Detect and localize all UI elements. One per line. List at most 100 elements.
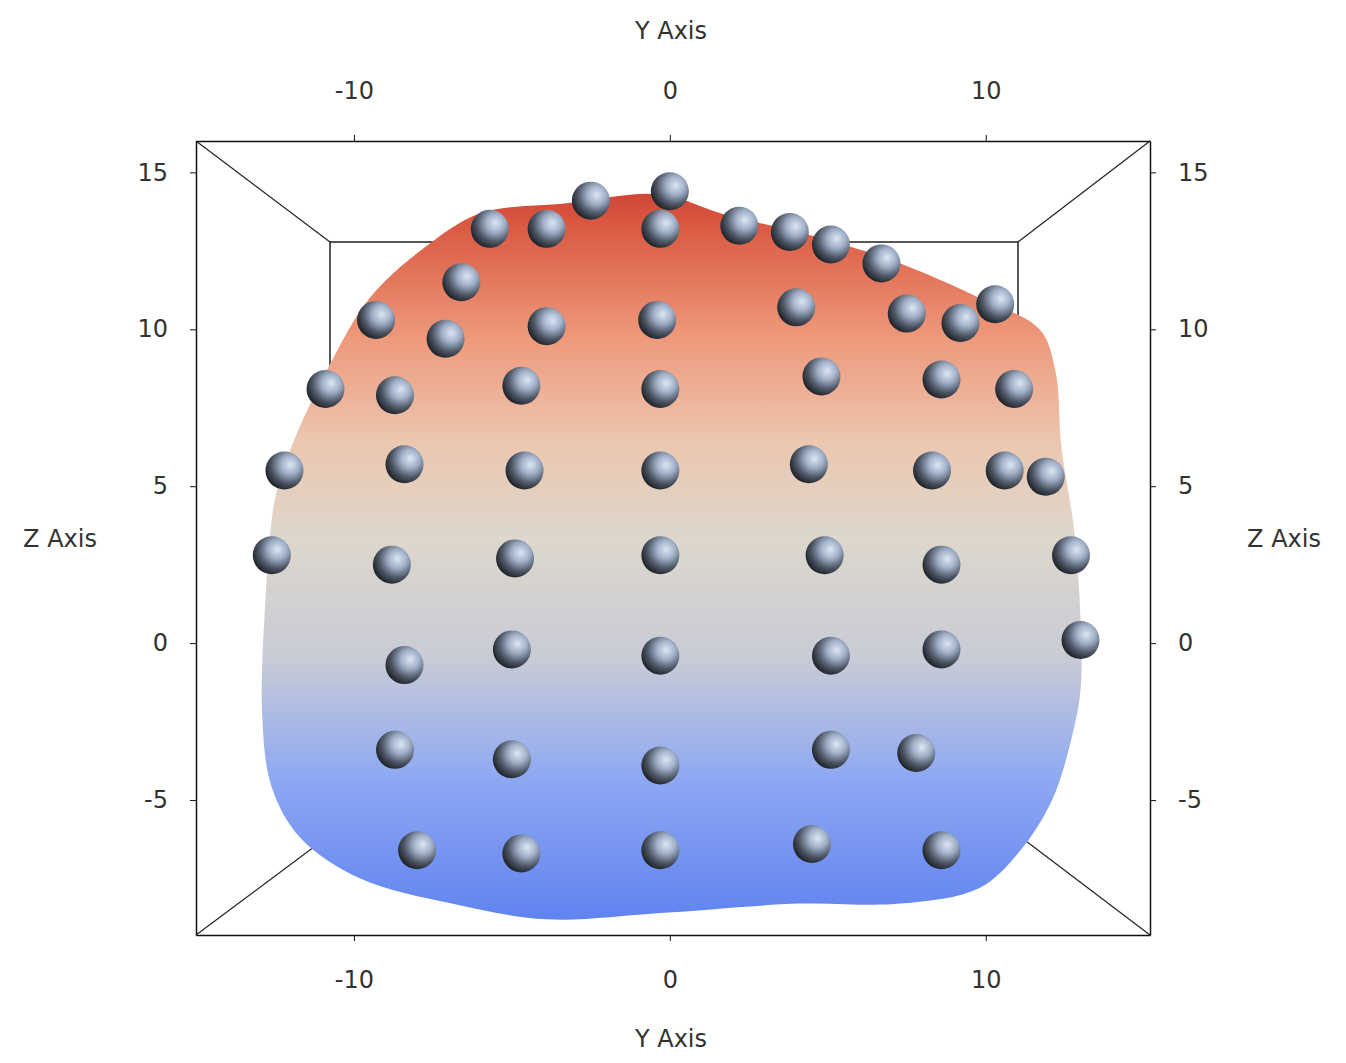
electrode	[641, 637, 679, 675]
electrode	[506, 452, 544, 490]
electrode	[641, 747, 679, 785]
tick-label: 15	[137, 159, 168, 187]
electrode	[373, 546, 411, 584]
electrode	[793, 825, 831, 863]
tick: -5	[144, 786, 196, 814]
tick-label: 0	[663, 966, 678, 994]
tick-label: -5	[1178, 786, 1202, 814]
electrode	[493, 630, 531, 668]
electrode	[923, 831, 961, 869]
electrode	[572, 182, 610, 220]
electrode	[641, 452, 679, 490]
electrode	[913, 452, 951, 490]
tick-mark	[1150, 800, 1156, 801]
tick: 0	[1150, 629, 1193, 657]
electrode	[986, 452, 1024, 490]
tick: 5	[1150, 472, 1193, 500]
box-edge	[196, 835, 330, 935]
tick-mark	[670, 935, 671, 941]
electrode	[398, 831, 436, 869]
electrode	[812, 731, 850, 769]
tick: -10	[335, 77, 374, 141]
electrode	[641, 370, 679, 408]
tick-label: 15	[1178, 159, 1209, 187]
electrode	[1052, 536, 1090, 574]
box-edge	[1018, 835, 1150, 935]
tick-mark	[1150, 329, 1156, 330]
tick-label: 5	[1178, 472, 1193, 500]
electrode	[307, 370, 345, 408]
y-axis-left: -5 0 5 10 15	[137, 142, 196, 936]
electrode	[502, 834, 540, 872]
electrode	[806, 536, 844, 574]
electrode	[862, 244, 900, 282]
tick: 0	[663, 935, 678, 994]
electrode	[771, 213, 809, 251]
electrode	[1027, 458, 1065, 496]
tick-label: -10	[335, 966, 374, 994]
electrode	[265, 452, 303, 490]
tick-mark	[1150, 486, 1156, 487]
electrode	[385, 445, 423, 483]
electrode	[812, 226, 850, 264]
tick: 0	[153, 629, 196, 657]
axis-line	[197, 141, 1151, 143]
axis-title: Y Axis	[634, 1025, 707, 1053]
tick-mark	[190, 800, 196, 801]
electrode	[790, 445, 828, 483]
tick-mark	[670, 135, 671, 141]
electrode	[471, 210, 509, 248]
electrode	[720, 207, 758, 245]
x-axis-bottom: -10 0 10	[197, 935, 1151, 994]
tick-label: 10	[137, 315, 168, 343]
electrode	[528, 307, 566, 345]
tick-mark	[1150, 172, 1156, 173]
box-edge	[1018, 141, 1150, 242]
tick: 5	[153, 472, 196, 500]
electrode	[641, 536, 679, 574]
electrode	[888, 295, 926, 333]
tick-mark	[354, 135, 355, 141]
tick: 10	[971, 935, 1002, 994]
electrode	[385, 646, 423, 684]
axis-line	[196, 142, 198, 936]
electrode	[427, 320, 465, 358]
tick-mark	[354, 935, 355, 941]
electrode	[502, 367, 540, 405]
electrode	[496, 539, 534, 577]
tick-label: -10	[335, 77, 374, 105]
tick-label: -5	[144, 786, 168, 814]
electrode	[897, 734, 935, 772]
tick-mark	[190, 486, 196, 487]
electrode	[638, 301, 676, 339]
box-edge	[196, 141, 330, 242]
tick-mark	[190, 172, 196, 173]
tick-mark	[986, 935, 987, 941]
electrode	[376, 376, 414, 414]
electrode	[651, 172, 689, 210]
tick-mark	[190, 643, 196, 644]
tick-label: 0	[1178, 629, 1193, 657]
tick: 15	[137, 159, 196, 187]
tick-label: 10	[1178, 315, 1209, 343]
electrode	[923, 546, 961, 584]
tick: 15	[1150, 159, 1209, 187]
electrode	[777, 288, 815, 326]
electrode	[528, 210, 566, 248]
chart: -10010-10010-5051015-5051015Y AxisY Axis…	[0, 0, 1346, 1063]
electrodes	[253, 172, 1100, 872]
tick-label: 10	[971, 966, 1002, 994]
tick-label: 0	[663, 77, 678, 105]
tick: 10	[971, 77, 1002, 141]
tick-mark	[190, 329, 196, 330]
electrode	[923, 630, 961, 668]
plot-area	[253, 172, 1100, 919]
y-axis-right: -5 0 5 10 15	[1150, 142, 1209, 936]
electrode	[376, 731, 414, 769]
electrode	[253, 536, 291, 574]
electrode	[357, 301, 395, 339]
tick-mark	[986, 135, 987, 141]
tick: -5	[1150, 786, 1202, 814]
head-surface	[262, 194, 1082, 920]
tick: 10	[1150, 315, 1209, 343]
